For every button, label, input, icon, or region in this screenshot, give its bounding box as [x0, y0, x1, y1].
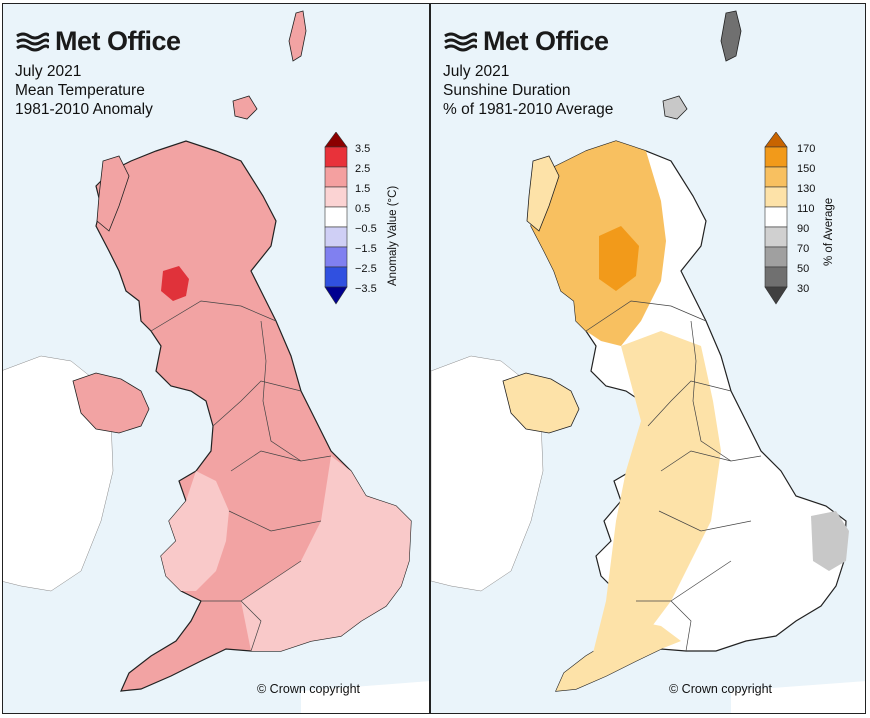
scotland-hot-anomaly [161, 266, 189, 301]
west-england-above-average [591, 331, 721, 661]
title-baseline: % of 1981-2010 Average [443, 101, 614, 118]
legend-tick: 50 [797, 263, 810, 275]
scotland-peak [599, 226, 639, 291]
legend-tick: 70 [797, 243, 810, 255]
legend-tick: 170 [797, 143, 816, 155]
orkney-islands [232, 95, 258, 120]
northern-ireland [502, 372, 580, 434]
legend-tick: 150 [797, 163, 816, 175]
legend-tick: 1.5 [355, 183, 371, 195]
legend-title: % of Average [823, 197, 835, 266]
region-boundaries [585, 300, 762, 652]
legend-tick: −1.5 [355, 243, 377, 255]
map-title: July 2021 Sunshine Duration % of 1981-20… [443, 62, 613, 119]
title-period: July 2021 [15, 63, 82, 80]
title-variable: Mean Temperature [15, 82, 145, 99]
region-boundaries [150, 300, 332, 652]
france-coast [731, 681, 865, 713]
legend-tick: 30 [797, 283, 810, 295]
orkney-islands [662, 95, 688, 120]
logo-wordmark: Met Office [55, 26, 181, 56]
scotland-above-average [531, 141, 666, 346]
shetland-islands [720, 10, 742, 62]
title-variable: Sunshine Duration [443, 82, 571, 99]
sunshine-duration-map-panel: Met Office July 2021 Sunshine Duration %… [430, 3, 866, 714]
title-baseline: 1981-2010 Anomaly [15, 101, 153, 118]
shetland-islands [288, 10, 307, 62]
sunshine-legend-colorbar [764, 132, 788, 305]
legend-tick: 0.5 [355, 203, 371, 215]
met-office-waves-icon [444, 32, 477, 51]
legend-tick: 90 [797, 223, 810, 235]
sunshine-map [431, 10, 865, 713]
legend-tick: 2.5 [355, 163, 371, 175]
title-period: July 2021 [443, 63, 510, 80]
met-office-waves-icon [16, 32, 49, 51]
east-anglia-below-average [811, 511, 849, 571]
map-title: July 2021 Mean Temperature 1981-2010 Ano… [15, 62, 153, 119]
legend-tick: 110 [797, 203, 815, 215]
temperature-anomaly-map-panel: Met Office July 2021 Mean Temperature 19… [2, 3, 430, 714]
legend-tick: −0.5 [355, 223, 377, 235]
logo-wordmark: Met Office [483, 26, 609, 56]
france-coast [301, 681, 429, 713]
met-office-logo: Met Office [15, 26, 181, 57]
south-west-above-average [556, 621, 681, 691]
legend-title: Anomaly Value (°C) [387, 185, 399, 286]
legend-tick: −3.5 [355, 283, 377, 295]
copyright-notice: © Crown copyright [669, 682, 772, 696]
copyright-notice: © Crown copyright [257, 682, 360, 696]
legend-tick: −2.5 [355, 263, 377, 275]
western-isles [526, 155, 560, 232]
temperature-map [3, 10, 429, 713]
western-isles [96, 155, 130, 232]
legend-tick: 130 [797, 183, 816, 195]
wales-lighter-anomaly [161, 471, 229, 591]
legend-tick: 3.5 [355, 143, 371, 155]
south-east-lighter-anomaly [241, 456, 411, 651]
northern-ireland [72, 372, 150, 434]
temperature-legend-colorbar [324, 132, 348, 305]
met-office-logo: Met Office [443, 26, 609, 57]
